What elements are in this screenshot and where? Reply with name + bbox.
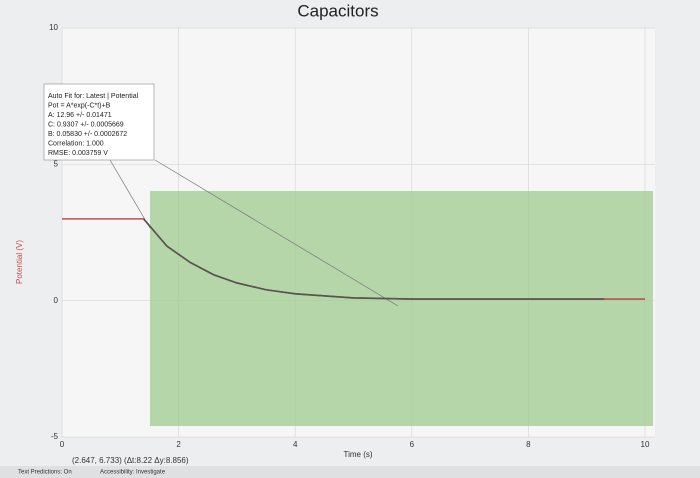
status-bar — [0, 466, 700, 478]
annotation-line: B: 0.05830 +/- 0.0002672 — [48, 131, 127, 138]
status-middle: Accessibility: Investigate — [100, 470, 166, 476]
y-tick-label: 10 — [49, 23, 58, 32]
annotation-line: RMSE: 0.003759 V — [48, 150, 108, 157]
data-line — [143, 218, 605, 300]
readout: (2.647, 6.733) (Δt:8.22 Δy:8.856) — [72, 456, 189, 465]
selection-region — [150, 191, 653, 426]
annotation-leader — [109, 159, 151, 229]
y-tick-label: -5 — [51, 432, 59, 441]
x-tick-label: 0 — [60, 440, 65, 449]
annotation-line: Auto Fit for: Latest | Potential — [48, 93, 139, 100]
x-tick-label: 10 — [641, 440, 650, 449]
x-tick-label: 2 — [176, 440, 181, 449]
annotation-box — [43, 83, 155, 161]
annotation-line: Pot = A*exp(-C*t)+B — [48, 102, 111, 109]
x-axis-label: Time (s) — [343, 450, 372, 459]
y-tick-label: 0 — [54, 296, 59, 305]
chart-title: Capacitors — [297, 1, 378, 20]
x-tick-label: 8 — [526, 440, 531, 449]
status-left: Text Predictions: On — [18, 470, 72, 476]
annotation-leader — [154, 159, 399, 307]
x-tick-label: 6 — [410, 440, 415, 449]
fit-annotation: Auto Fit for: Latest | Potential Pot = A*… — [43, 83, 155, 161]
annotation-line: C: 0.9307 +/- 0.0005669 — [48, 121, 124, 128]
y-axis-label: Potential (V) — [15, 240, 24, 284]
annotation-line: A: 12.96 +/- 0.01471 — [48, 112, 112, 119]
x-tick-label: 4 — [293, 440, 298, 449]
y-tick-label: 5 — [54, 159, 59, 168]
annotation-line: Correlation: 1.000 — [48, 140, 104, 147]
